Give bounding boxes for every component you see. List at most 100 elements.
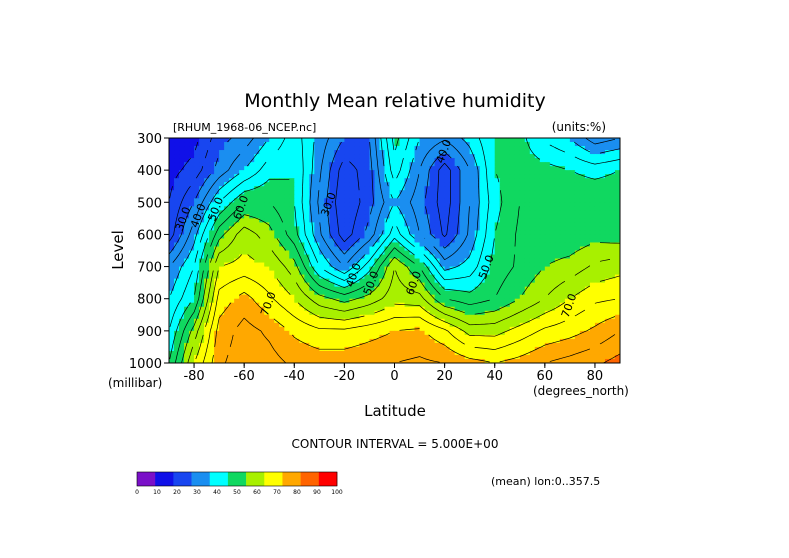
field-cell — [574, 154, 581, 159]
field-cell — [469, 214, 476, 219]
field-cell — [309, 150, 315, 155]
field-cell — [534, 306, 541, 312]
field-cell — [609, 170, 616, 175]
field-cell — [404, 318, 411, 324]
field-cell — [614, 326, 620, 332]
field-cell — [209, 138, 215, 143]
field-cell — [314, 266, 320, 272]
field-cell — [404, 294, 411, 300]
field-cell — [189, 274, 195, 280]
field-cell — [509, 234, 516, 240]
field-cell — [289, 234, 295, 240]
field-cell — [294, 194, 300, 199]
field-cell — [364, 294, 371, 300]
field-cell — [579, 174, 586, 179]
field-cell — [329, 246, 335, 252]
field-cell — [169, 150, 175, 155]
field-cell — [614, 194, 620, 199]
field-cell — [249, 270, 255, 276]
field-cell — [264, 250, 270, 256]
field-cell — [464, 294, 471, 300]
field-cell — [259, 270, 265, 276]
field-cell — [244, 274, 250, 280]
field-cell — [354, 158, 361, 163]
field-cell — [589, 346, 596, 352]
field-cell — [264, 198, 270, 203]
field-cell — [174, 202, 180, 207]
field-cell — [494, 334, 501, 340]
field-cell — [384, 250, 391, 256]
field-cell — [264, 166, 270, 171]
field-cell — [204, 214, 210, 219]
field-cell — [329, 318, 335, 324]
field-cell — [284, 350, 290, 356]
field-cell — [314, 198, 320, 203]
field-cell — [459, 186, 466, 191]
field-cell — [284, 250, 290, 256]
field-cell — [509, 350, 516, 356]
field-cell — [544, 138, 551, 143]
field-cell — [234, 234, 240, 240]
field-cell — [359, 154, 366, 159]
field-cell — [239, 358, 245, 363]
field-cell — [514, 350, 521, 356]
field-cell — [409, 250, 416, 256]
field-cell — [559, 314, 566, 320]
field-cell — [439, 158, 446, 163]
field-cell — [324, 186, 330, 191]
field-cell — [179, 182, 185, 187]
field-cell — [264, 262, 270, 268]
field-cell — [479, 154, 486, 159]
field-cell — [254, 146, 260, 151]
field-cell — [594, 298, 601, 304]
field-cell — [404, 310, 411, 316]
field-cell — [599, 274, 606, 280]
field-cell — [584, 170, 591, 175]
field-cell — [604, 350, 611, 356]
field-cell — [399, 174, 406, 179]
field-cell — [514, 226, 521, 232]
field-cell — [314, 190, 320, 195]
field-cell — [499, 246, 506, 252]
field-cell — [569, 350, 576, 356]
field-cell — [369, 266, 376, 272]
field-cell — [474, 266, 481, 272]
field-cell — [564, 166, 571, 171]
field-cell — [404, 326, 411, 332]
field-cell — [519, 146, 526, 151]
field-cell — [569, 354, 576, 360]
field-cell — [199, 198, 205, 203]
field-cell — [274, 354, 280, 360]
field-cell — [339, 234, 345, 240]
field-cell — [609, 334, 616, 340]
field-cell — [434, 218, 441, 223]
field-cell — [324, 302, 330, 308]
field-cell — [339, 246, 345, 252]
field-cell — [544, 294, 551, 300]
field-cell — [349, 206, 356, 211]
field-cell — [574, 230, 581, 236]
field-cell — [604, 158, 611, 163]
field-cell — [369, 310, 376, 316]
field-cell — [544, 250, 551, 256]
field-cell — [374, 178, 381, 183]
field-cell — [319, 258, 325, 264]
field-cell — [614, 286, 620, 292]
field-cell — [454, 354, 461, 360]
field-cell — [389, 306, 396, 312]
field-cell — [559, 190, 566, 195]
field-cell — [564, 258, 571, 264]
field-cell — [364, 174, 371, 179]
field-cell — [374, 214, 381, 219]
field-cell — [239, 266, 245, 272]
field-cell — [459, 306, 466, 312]
field-cell — [559, 158, 566, 163]
field-cell — [414, 330, 421, 336]
field-cell — [454, 290, 461, 296]
field-cell — [484, 326, 491, 332]
field-cell — [534, 214, 541, 219]
field-cell — [169, 190, 175, 195]
field-cell — [239, 198, 245, 203]
field-cell — [364, 182, 371, 187]
field-cell — [299, 302, 305, 308]
